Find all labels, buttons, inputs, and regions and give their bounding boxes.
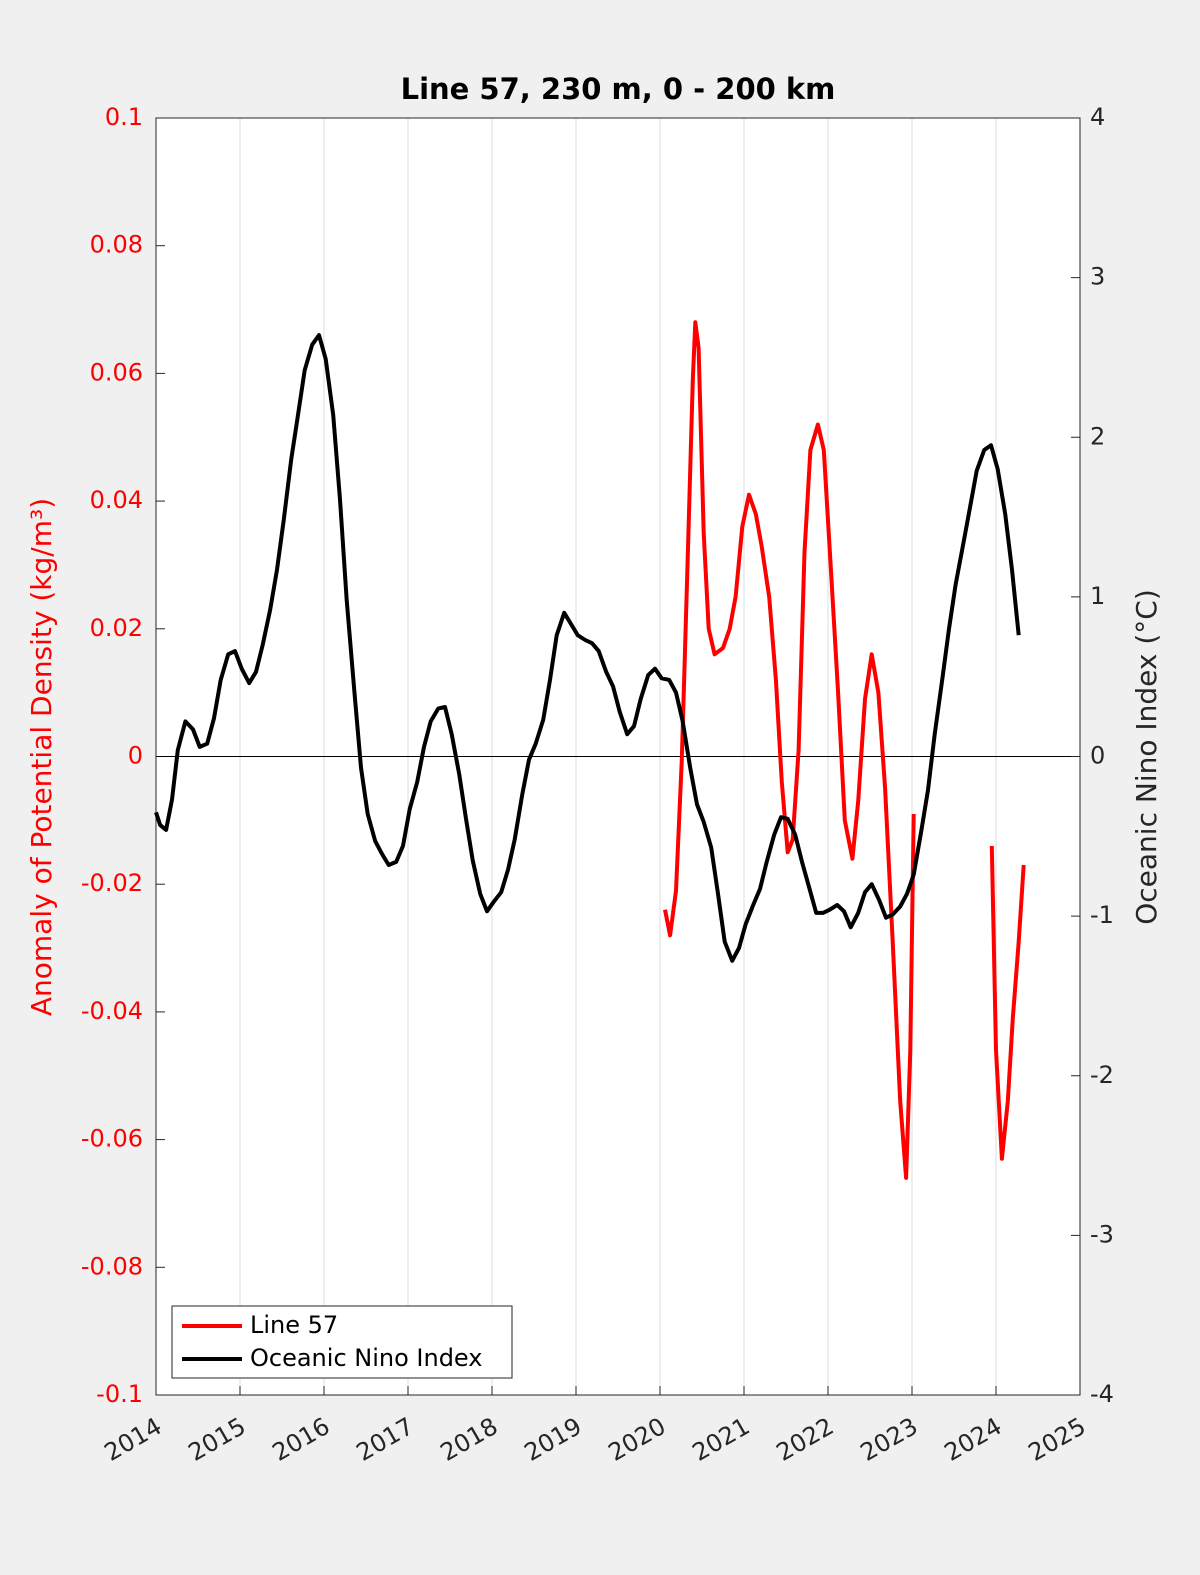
y-tick-label: 0.04 [90,486,143,514]
y-tick-label: 0.1 [105,103,143,131]
x-tick-label: 2017 [352,1412,419,1467]
plot-border [155,117,1081,1396]
y2-tick-label: 3 [1090,263,1105,291]
y2-tick-label: 4 [1090,103,1105,131]
y-tick-label: 0 [128,742,143,770]
y-tick-label: -0.06 [81,1125,143,1153]
x-tick-label: 2021 [688,1412,755,1467]
y-tick-label: 0.02 [90,614,143,642]
x-tick-label: 2025 [1024,1412,1091,1467]
y-tick-label: 0.08 [90,231,143,259]
y-axis-label: Anomaly of Potential Density (kg/m³) [25,498,58,1016]
x-tick-label: 2024 [940,1412,1007,1467]
x-tick-label: 2015 [184,1412,251,1467]
y2-tick-label: -4 [1090,1380,1114,1408]
legend: Line 57 Oceanic Nino Index [171,1305,513,1379]
x-tick-label: 2016 [268,1412,335,1467]
legend-box [171,1305,513,1379]
y-tick-label: -0.04 [81,997,143,1025]
x-tick-label: 2019 [520,1412,587,1467]
y-tick-label: 0.06 [90,358,143,386]
x-tick-label: 2014 [100,1412,167,1467]
x-tick-label: 2023 [856,1412,923,1467]
y2-tick-label: -2 [1090,1061,1114,1089]
y2-tick-label: -3 [1090,1220,1114,1248]
y-tick-label: -0.08 [81,1252,143,1280]
legend-label: Line 57 [250,1311,338,1339]
y2-tick-label: 2 [1090,422,1105,450]
data-line [154,333,1021,963]
legend-label: Oceanic Nino Index [250,1344,482,1372]
x-tick-label: 2018 [436,1412,503,1467]
y2-tick-label: 1 [1090,582,1105,610]
y2-axis-label: Oceanic Nino Index (°C) [1130,589,1163,925]
chart-title: Line 57, 230 m, 0 - 200 km [401,72,836,106]
y-tick-label: -0.02 [81,869,143,897]
y2-tick-label: -1 [1090,901,1114,929]
x-tick-label: 2022 [772,1412,839,1467]
x-tick-label: 2020 [604,1412,671,1467]
y2-tick-label: 0 [1090,742,1105,770]
y-tick-label: -0.1 [96,1380,143,1408]
